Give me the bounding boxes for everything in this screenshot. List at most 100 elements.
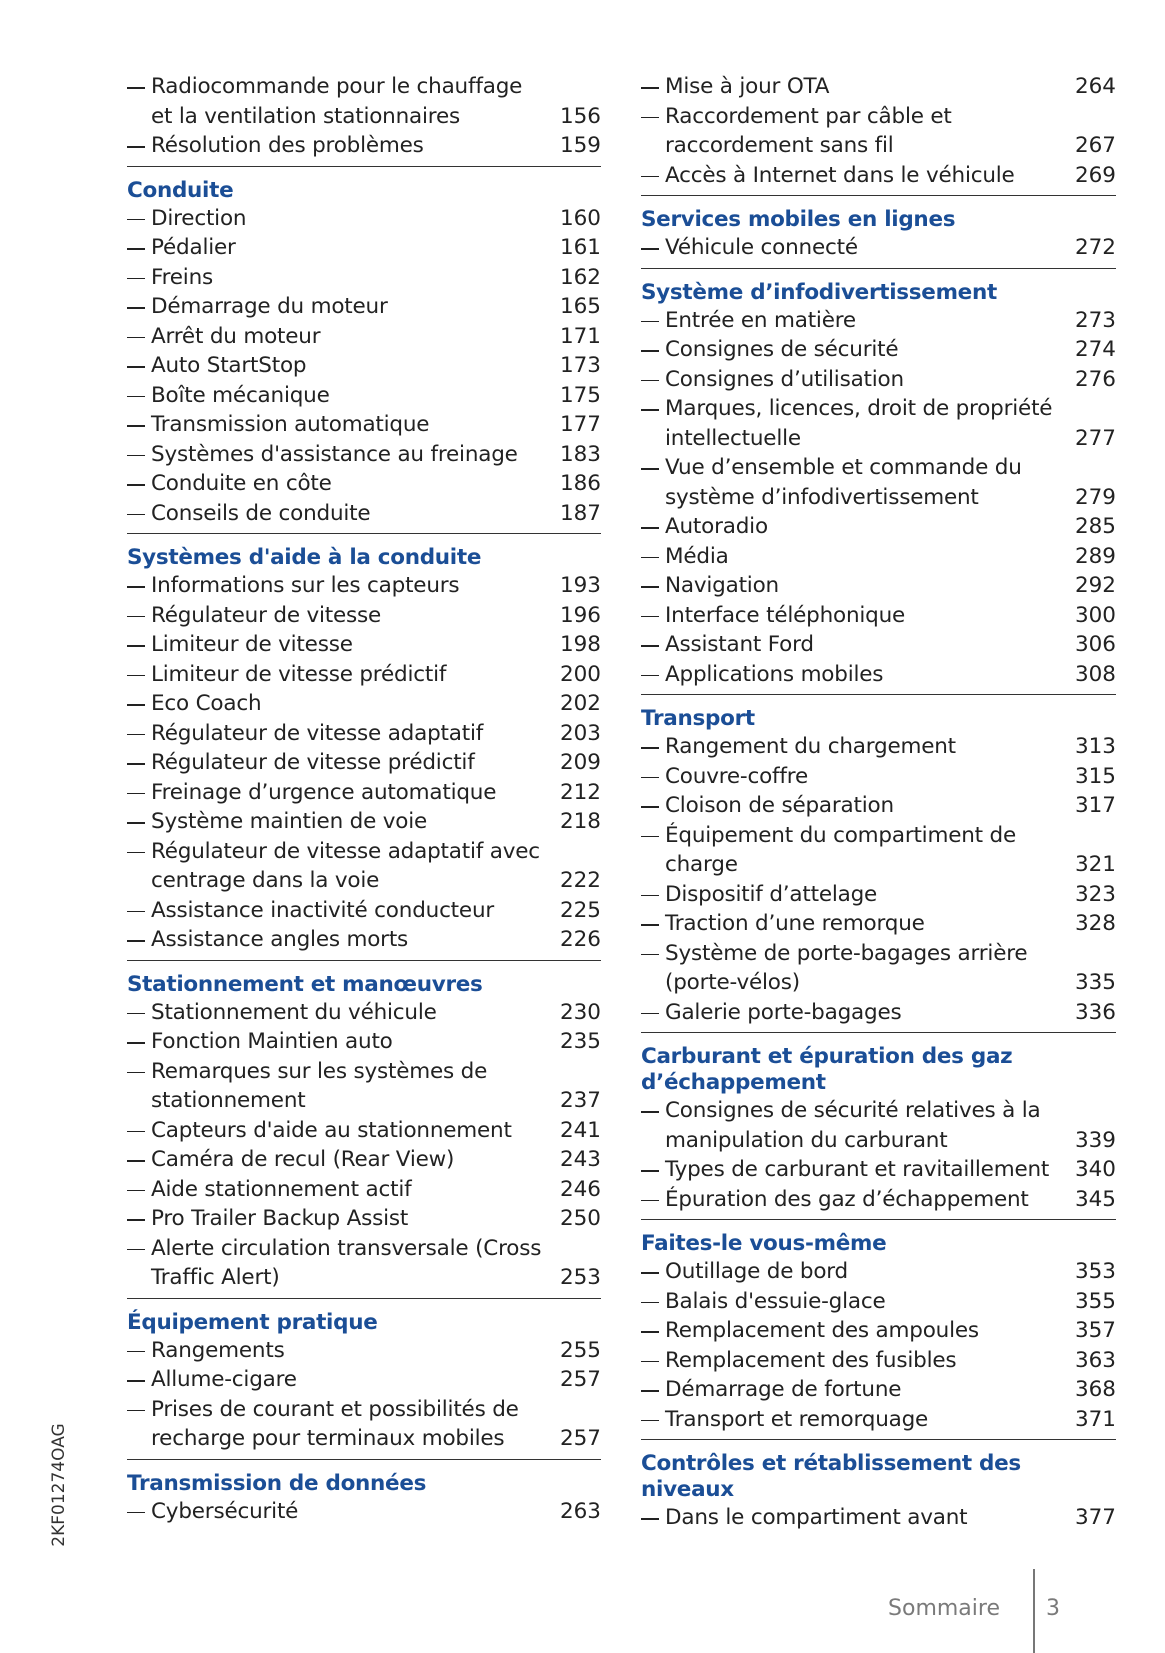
toc-entry: Rangement du chargement 313 — [641, 732, 1116, 762]
page-number: 289 — [1074, 543, 1116, 569]
entry-text: Régulateur de vitesse adaptatif avec cent… — [151, 837, 552, 896]
side-code: 2KF01274OAG — [49, 1423, 69, 1547]
toc-entry: Remarques sur les systèmes de stationneme… — [127, 1057, 601, 1116]
dash — [127, 233, 151, 263]
entry-text-line: Cybersécurité — [151, 1498, 299, 1524]
toc-entry: Radiocommande pour le chauffage et la ven… — [127, 72, 601, 131]
dash — [127, 410, 151, 440]
dash — [641, 72, 665, 102]
page-number: 243 — [559, 1147, 601, 1172]
entry-text: Eco Coach — [151, 689, 552, 719]
entry-text-line: Transport et remorquage — [665, 1406, 929, 1432]
section: Carburant et épuration des gaz d’échappem… — [641, 1042, 1116, 1220]
section-title: Transmission de données — [127, 1469, 601, 1497]
dash — [127, 499, 151, 529]
page-number: 187 — [559, 500, 601, 526]
entry-text-line: Limiteur de vitesse prédictif — [151, 661, 447, 687]
entry-text-line: Auto StartStop — [151, 353, 307, 378]
entry-text: Direction — [151, 204, 552, 234]
entry-text: Freinage d’urgence automatique — [151, 778, 552, 808]
entry-text: Arrêt du moteur — [151, 322, 552, 352]
toc-entry: Véhicule connecté 272 — [641, 233, 1116, 263]
section-title-line: Contrôles et rétablissement des — [641, 1451, 1021, 1476]
dash — [641, 1096, 665, 1126]
entry-text: Autoradio — [665, 512, 1067, 542]
entry-text-line: Consignes de sécurité — [665, 337, 899, 362]
toc-entry: Freins 162 — [127, 263, 601, 293]
entry-text-line: Navigation — [665, 573, 779, 598]
page-number: 183 — [559, 441, 601, 467]
toc-entry: Types de carburant et ravitaillement 340 — [641, 1155, 1116, 1185]
entry-text: Remplacement des ampoules — [665, 1316, 1067, 1346]
dash — [641, 233, 665, 263]
dash — [641, 394, 665, 424]
dash — [641, 365, 665, 395]
page-number: 171 — [559, 323, 601, 349]
entry-text: Conduite en côte — [151, 469, 552, 499]
section-title-line: niveaux — [641, 1477, 734, 1502]
dash — [641, 161, 665, 191]
entry-text-line: Épuration des gaz d’échappement — [665, 1186, 1029, 1212]
page-number: 156 — [559, 103, 601, 129]
dash — [127, 351, 151, 381]
entry-text-line: charge — [665, 852, 738, 877]
dash — [641, 732, 665, 762]
entry-text: Assistance inactivité conducteur — [151, 896, 552, 926]
page-number: 274 — [1074, 337, 1116, 362]
page-number: 165 — [559, 294, 601, 319]
section-title: Carburant et épuration des gaz d’échappem… — [641, 1042, 1116, 1096]
dash — [641, 102, 665, 132]
entry-text: Système maintien de voie — [151, 807, 552, 837]
page-number: 277 — [1074, 425, 1116, 451]
toc-entry: Remplacement des ampoules 357 — [641, 1316, 1116, 1346]
toc-entry: Démarrage de fortune 368 — [641, 1375, 1116, 1405]
section-title: Faites-le vous-même — [641, 1229, 1116, 1257]
page-number: 353 — [1074, 1259, 1116, 1284]
page-number: 323 — [1074, 881, 1116, 907]
page-number: 264 — [1074, 74, 1116, 99]
dash — [641, 571, 665, 601]
page-number: 222 — [559, 868, 601, 893]
toc-entry: Rangements 255 — [127, 1336, 601, 1366]
entry-text-line: Informations sur les capteurs — [151, 573, 460, 598]
dash — [127, 837, 151, 867]
page-number: 368 — [1074, 1377, 1116, 1402]
section: Services mobiles en lignes Véhicule conne… — [641, 205, 1116, 269]
toc-entry: Informations sur les capteurs 193 — [127, 571, 601, 601]
toc-entry: Raccordement par câble et raccordement sa… — [641, 102, 1116, 161]
toc-entry: Conseils de conduite 187 — [127, 499, 601, 529]
section-title: Services mobiles en lignes — [641, 205, 1116, 233]
page-number: 272 — [1074, 235, 1116, 260]
page-number: 177 — [559, 412, 601, 437]
entry-text-line: (porte-vélos) — [665, 970, 800, 995]
entry-text: Boîte mécanique — [151, 381, 552, 411]
page-number: 218 — [559, 809, 601, 834]
dash — [641, 306, 665, 336]
dash — [641, 762, 665, 792]
page-number: 202 — [559, 691, 601, 716]
toc-entry: Équipement du compartiment de charge 321 — [641, 821, 1116, 880]
page-number: 355 — [1074, 1288, 1116, 1314]
dash — [127, 263, 151, 293]
page-number: 193 — [559, 573, 601, 598]
entry-text: Cloison de séparation — [665, 791, 1067, 821]
toc-entry: Consignes de sécurité 274 — [641, 335, 1116, 365]
toc-entry: Démarrage du moteur 165 — [127, 292, 601, 322]
entry-text-line: Outillage de bord — [665, 1259, 849, 1284]
entry-text-line: Aide stationnement actif — [151, 1176, 412, 1202]
dash — [127, 1145, 151, 1175]
entry-text-line: Marques, licences, droit de propriété — [665, 396, 1053, 421]
section-title: Équipement pratique — [127, 1308, 601, 1336]
entry-text: Assistance angles morts — [151, 925, 552, 955]
toc-entry: Arrêt du moteur 171 — [127, 322, 601, 352]
footer-divider — [1033, 1569, 1035, 1653]
section-title: Stationnement et manœuvres — [127, 970, 601, 998]
entry-text: Dans le compartiment avant — [665, 1503, 1067, 1533]
entry-text: Consignes de sécurité — [665, 335, 1067, 365]
toc-entry: Navigation 292 — [641, 571, 1116, 601]
toc-entry: Assistance angles morts 226 — [127, 925, 601, 955]
entry-text: Auto StartStop — [151, 351, 552, 381]
entry-text: Systèmes d'assistance au freinage — [151, 440, 552, 470]
entry-text-line: Assistant Ford — [665, 632, 814, 657]
section-title-line: Services mobiles en lignes — [641, 207, 956, 232]
